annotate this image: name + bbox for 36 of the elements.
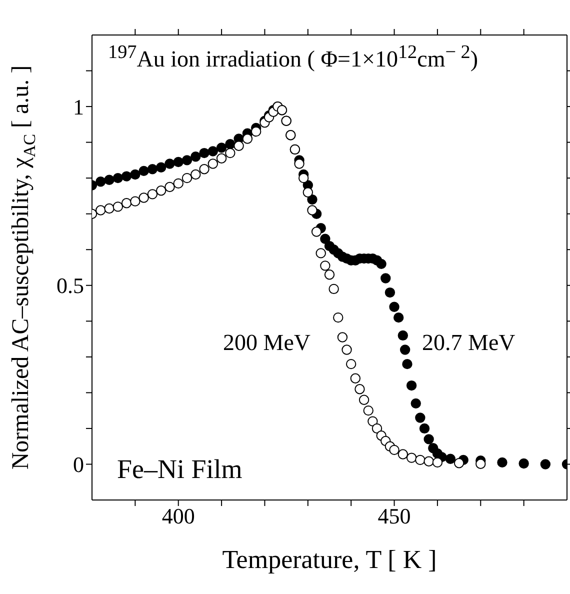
y-tick-label: 0.5 <box>56 273 84 298</box>
point <box>346 358 356 370</box>
point <box>476 458 486 469</box>
annotation: Fe–Ni Film <box>117 454 242 485</box>
legend-label: 20.7 MeV <box>422 330 516 356</box>
chart-title: $^{197}$Au ion irradiation ( Φ=1×10$^{12}$cm$^{− 2}$) <box>108 42 478 73</box>
point <box>216 153 227 164</box>
point <box>324 270 335 280</box>
point <box>199 164 210 174</box>
point <box>307 205 318 216</box>
point <box>302 187 314 198</box>
point <box>389 444 400 456</box>
point <box>311 226 322 237</box>
point <box>358 394 370 405</box>
point <box>234 140 244 151</box>
point <box>333 312 344 323</box>
point <box>298 172 309 184</box>
point <box>242 134 253 144</box>
point <box>294 158 304 169</box>
point <box>337 332 348 342</box>
point <box>316 248 326 258</box>
point <box>250 126 262 137</box>
series-label: 200 MeV <box>223 330 311 356</box>
point <box>363 405 374 416</box>
x-tick-label: 400 <box>162 504 195 529</box>
point <box>328 284 339 294</box>
point <box>454 458 464 468</box>
y-tick-label: 1 <box>73 94 84 120</box>
point <box>354 384 365 394</box>
x-axis-title: Temperature, T [ K ] <box>222 545 437 574</box>
point <box>342 344 352 355</box>
y-tick-label: 0 <box>73 452 84 478</box>
x-tick-label: 450 <box>378 504 411 529</box>
point <box>350 373 361 384</box>
point <box>208 158 218 169</box>
point <box>320 260 330 271</box>
